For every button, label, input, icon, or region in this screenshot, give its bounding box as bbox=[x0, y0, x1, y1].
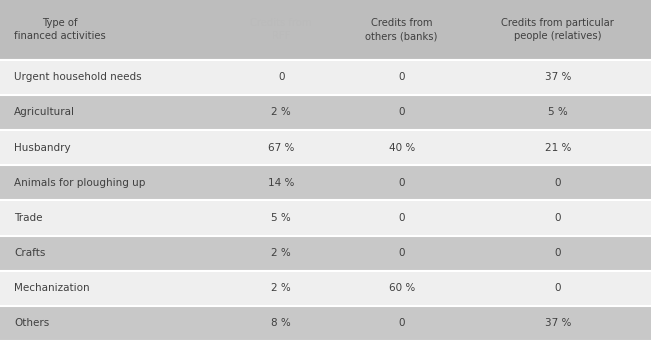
Text: Credits from
others (banks): Credits from others (banks) bbox=[365, 18, 438, 42]
Text: Trade: Trade bbox=[14, 213, 43, 223]
Text: 40 %: 40 % bbox=[389, 143, 415, 152]
Text: 67 %: 67 % bbox=[268, 143, 294, 152]
Bar bbox=[0, 201, 651, 236]
Text: Crafts: Crafts bbox=[14, 248, 46, 258]
Text: 0: 0 bbox=[398, 213, 405, 223]
Text: 2 %: 2 % bbox=[271, 283, 291, 293]
Text: 8 %: 8 % bbox=[271, 318, 291, 328]
Text: Agricultural: Agricultural bbox=[14, 107, 76, 117]
Text: 60 %: 60 % bbox=[389, 283, 415, 293]
Text: 0: 0 bbox=[398, 318, 405, 328]
Text: 0: 0 bbox=[398, 248, 405, 258]
Text: 0: 0 bbox=[555, 178, 561, 188]
Text: Type of
financed activities: Type of financed activities bbox=[14, 18, 106, 42]
Text: 0: 0 bbox=[555, 283, 561, 293]
Text: Husbandry: Husbandry bbox=[14, 143, 71, 152]
Bar bbox=[0, 60, 651, 95]
Text: Mechanization: Mechanization bbox=[14, 283, 90, 293]
Bar bbox=[0, 236, 651, 271]
Text: Others: Others bbox=[14, 318, 49, 328]
Text: 0: 0 bbox=[555, 248, 561, 258]
Text: 0: 0 bbox=[398, 178, 405, 188]
Text: 5 %: 5 % bbox=[271, 213, 291, 223]
Text: Credits from particular
people (relatives): Credits from particular people (relative… bbox=[501, 18, 615, 42]
Bar bbox=[0, 165, 651, 201]
Bar bbox=[0, 0, 651, 60]
Text: 21 %: 21 % bbox=[545, 143, 571, 152]
Text: 0: 0 bbox=[555, 213, 561, 223]
Bar bbox=[0, 271, 651, 306]
Text: 0: 0 bbox=[398, 72, 405, 82]
Text: 2 %: 2 % bbox=[271, 107, 291, 117]
Bar bbox=[0, 306, 651, 341]
Text: 2 %: 2 % bbox=[271, 248, 291, 258]
Text: Urgent household needs: Urgent household needs bbox=[14, 72, 142, 82]
Text: 5 %: 5 % bbox=[548, 107, 568, 117]
Text: 37 %: 37 % bbox=[545, 318, 571, 328]
Text: 0: 0 bbox=[398, 107, 405, 117]
Text: 37 %: 37 % bbox=[545, 72, 571, 82]
Text: Animals for ploughing up: Animals for ploughing up bbox=[14, 178, 146, 188]
Bar bbox=[0, 95, 651, 130]
Text: Credits from
RFF: Credits from RFF bbox=[251, 18, 312, 42]
Text: 0: 0 bbox=[278, 72, 284, 82]
Text: 14 %: 14 % bbox=[268, 178, 294, 188]
Bar bbox=[0, 130, 651, 165]
